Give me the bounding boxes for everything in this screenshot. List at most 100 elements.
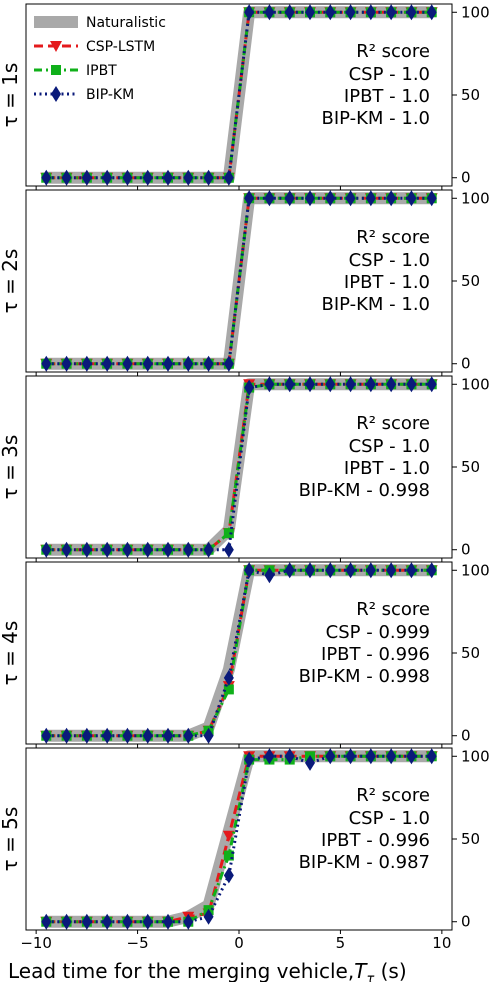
data-point-bip-km bbox=[365, 190, 376, 207]
data-point-bip-km bbox=[142, 913, 153, 930]
data-point-bip-km bbox=[386, 748, 397, 765]
data-point-bip-km bbox=[142, 169, 153, 186]
legend-marker bbox=[51, 65, 61, 75]
data-point-bip-km bbox=[284, 562, 295, 579]
data-point-bip-km bbox=[223, 355, 234, 372]
data-point-bip-km bbox=[325, 4, 336, 21]
data-point-bip-km bbox=[61, 169, 72, 186]
data-point-ipbt bbox=[223, 528, 234, 539]
data-point-bip-km bbox=[122, 913, 133, 930]
annotation-line: CSP - 1.0 bbox=[349, 808, 430, 829]
data-point-bip-km bbox=[183, 727, 194, 744]
annotation-line: IPBT - 1.0 bbox=[344, 458, 430, 479]
data-point-bip-km bbox=[183, 541, 194, 558]
data-point-bip-km bbox=[305, 4, 315, 21]
y-tick-label: 50 bbox=[461, 830, 480, 848]
data-point-ipbt bbox=[223, 684, 234, 695]
data-point-bip-km bbox=[102, 169, 113, 186]
data-point-bip-km bbox=[223, 541, 234, 558]
data-point-bip-km bbox=[183, 169, 194, 186]
y-tick-label: 0 bbox=[461, 169, 471, 187]
data-point-bip-km bbox=[386, 562, 397, 579]
y-tick-label: 50 bbox=[461, 644, 480, 662]
data-point-bip-km bbox=[386, 4, 397, 21]
data-point-bip-km bbox=[61, 727, 72, 744]
annotation-line: CSP - 1.0 bbox=[349, 64, 430, 85]
x-axis-label: Lead time for the merging vehicle,Tτ (s) bbox=[8, 959, 407, 982]
data-point-bip-km bbox=[284, 376, 295, 393]
annotation-title: R² score bbox=[356, 227, 430, 248]
data-point-bip-km bbox=[81, 913, 92, 930]
legend-marker bbox=[50, 41, 62, 52]
data-point-bip-km bbox=[305, 562, 315, 579]
y-tick-label: 100 bbox=[461, 561, 490, 579]
data-point-bip-km bbox=[41, 169, 52, 186]
legend-label: IPBT bbox=[86, 63, 117, 79]
series-line-ipbt bbox=[46, 754, 432, 924]
data-point-bip-km bbox=[61, 913, 72, 930]
data-point-bip-km bbox=[142, 541, 153, 558]
x-tick-label: −10 bbox=[20, 934, 52, 952]
data-point-bip-km bbox=[264, 748, 275, 765]
data-point-bip-km bbox=[244, 379, 255, 396]
data-point-bip-km bbox=[142, 727, 153, 744]
panel-label: τ = 4s bbox=[0, 621, 22, 686]
y-tick-label: 100 bbox=[461, 375, 490, 393]
y-tick-label: 100 bbox=[461, 189, 490, 207]
data-point-bip-km bbox=[426, 4, 437, 21]
data-point-bip-km bbox=[61, 541, 72, 558]
data-point-bip-km bbox=[41, 541, 52, 558]
data-point-bip-km bbox=[163, 727, 173, 744]
x-tick-label: −5 bbox=[127, 934, 149, 952]
data-point-bip-km bbox=[386, 376, 397, 393]
annotation-line: IPBT - 0.996 bbox=[321, 644, 430, 665]
x-axis-label-subscript: τ bbox=[366, 972, 374, 982]
data-point-bip-km bbox=[183, 355, 194, 372]
x-tick-label: 5 bbox=[336, 934, 346, 952]
data-point-bip-km bbox=[325, 748, 336, 765]
data-point-bip-km bbox=[122, 355, 133, 372]
panel-label: τ = 2s bbox=[0, 249, 22, 314]
annotation-line: BIP-KM - 0.998 bbox=[299, 666, 430, 687]
data-point-csp-lstm bbox=[222, 830, 235, 842]
x-tick-label: 0 bbox=[234, 934, 244, 952]
data-point-bip-km bbox=[203, 355, 214, 372]
annotation-line: IPBT - 1.0 bbox=[344, 272, 430, 293]
data-point-bip-km bbox=[41, 727, 52, 744]
data-point-bip-km bbox=[203, 541, 214, 558]
legend-label: BIP-KM bbox=[86, 87, 134, 103]
data-point-bip-km bbox=[163, 913, 173, 930]
data-point-bip-km bbox=[406, 190, 417, 207]
data-point-bip-km bbox=[203, 169, 214, 186]
data-point-bip-km bbox=[325, 562, 336, 579]
data-point-bip-km bbox=[122, 727, 133, 744]
y-tick-label: 50 bbox=[461, 86, 480, 104]
data-point-bip-km bbox=[223, 867, 234, 884]
data-point-bip-km bbox=[345, 4, 356, 21]
data-point-bip-km bbox=[426, 748, 437, 765]
x-tick-label: 10 bbox=[432, 934, 451, 952]
data-point-bip-km bbox=[406, 4, 417, 21]
data-point-bip-km bbox=[81, 169, 92, 186]
y-tick-label: 0 bbox=[461, 541, 471, 559]
data-point-bip-km bbox=[406, 748, 417, 765]
data-point-bip-km bbox=[244, 562, 255, 579]
data-point-bip-km bbox=[142, 355, 153, 372]
data-point-bip-km bbox=[284, 190, 295, 207]
data-point-bip-km bbox=[426, 562, 437, 579]
data-point-bip-km bbox=[264, 190, 275, 207]
y-tick-label: 100 bbox=[461, 3, 490, 21]
data-point-bip-km bbox=[406, 376, 417, 393]
data-point-bip-km bbox=[386, 190, 397, 207]
data-point-bip-km bbox=[203, 908, 214, 925]
annotation-title: R² score bbox=[356, 785, 430, 806]
data-point-bip-km bbox=[244, 190, 255, 207]
data-point-bip-km bbox=[223, 669, 234, 686]
data-point-bip-km bbox=[264, 567, 275, 584]
data-point-bip-km bbox=[284, 4, 295, 21]
data-point-bip-km bbox=[183, 913, 194, 930]
